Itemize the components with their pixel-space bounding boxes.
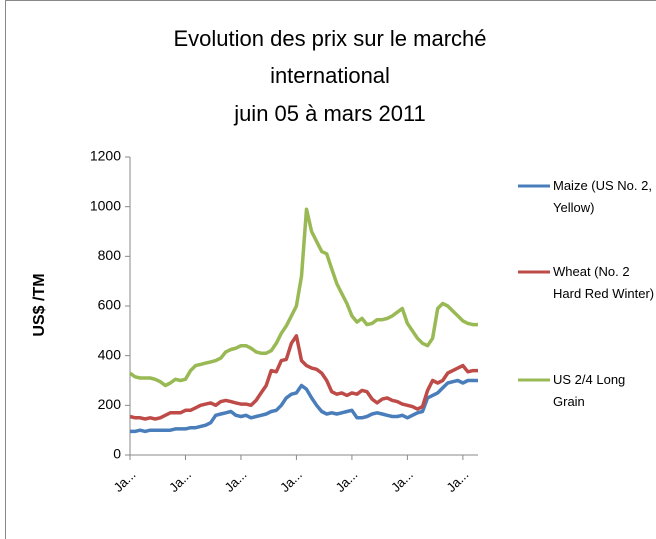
chart-title: juin 05 à mars 2011 xyxy=(233,101,426,126)
chart-title: Evolution des prix sur le marché xyxy=(173,26,486,51)
series-line xyxy=(130,378,478,434)
y-tick-label: 600 xyxy=(98,297,122,313)
legend-label: Wheat (No. 2 Hard Red Winter) xyxy=(553,264,655,301)
y-tick-label: 800 xyxy=(98,247,122,263)
y-tick-label: 200 xyxy=(98,396,122,412)
chart-title: international xyxy=(270,63,390,88)
y-tick-label: 1000 xyxy=(90,197,121,213)
legend-label: US 2/4 Long Grain xyxy=(553,372,626,409)
y-tick-label: 400 xyxy=(98,346,122,362)
y-tick-label: 0 xyxy=(113,446,121,462)
y-tick-label: 1200 xyxy=(90,148,121,164)
legend-label: Maize (US No. 2, Yellow) xyxy=(553,178,652,215)
series-line xyxy=(128,207,478,388)
y-axis-label: US$ /TM xyxy=(31,273,48,336)
series-line xyxy=(129,334,478,421)
